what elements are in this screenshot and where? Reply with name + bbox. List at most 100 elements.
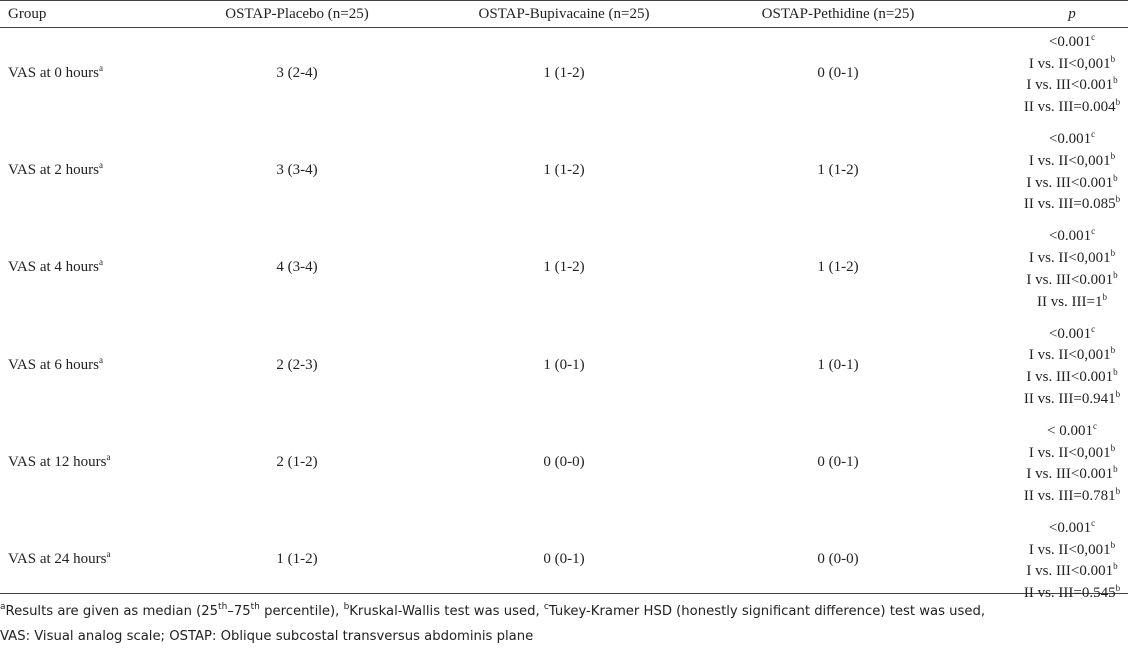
header-cell: OSTAP-Bupivacaine (n=25) [478, 6, 650, 22]
value-cell: 0 (0-0) [543, 453, 585, 470]
superscript: c [1091, 129, 1096, 140]
superscript: b [1113, 75, 1118, 86]
superscript: th [218, 602, 228, 612]
value-cell: 2 (1-2) [276, 453, 318, 470]
superscript: b [1113, 367, 1118, 377]
value-cell: 1 (1-2) [543, 259, 585, 276]
text-segment: VAS: Visual analog scale; OSTAP: Oblique… [0, 629, 534, 644]
text-segment: I vs. III<0.001 [1026, 563, 1114, 580]
superscript: b [1115, 194, 1121, 205]
p-value-line: I vs. II<0,001b [1012, 345, 1128, 365]
row-label: VAS at 2 hoursa [8, 160, 103, 180]
text-segment: II vs. III=0.545 [1023, 585, 1116, 602]
value-cell: 2 (2-3) [276, 356, 318, 373]
value-cell: 1 (1-2) [276, 551, 318, 567]
text-segment: VAS at 12 hours [8, 453, 107, 470]
text-segment: VAS at 24 hours [8, 551, 107, 567]
superscript: b [1115, 388, 1121, 399]
superscript: b [1113, 561, 1118, 572]
p-value-line: II vs. III=0.004b [1012, 97, 1128, 117]
p-value-line: II vs. III=0.781b [1012, 486, 1128, 506]
text-segment: VAS at 0 hours [8, 65, 99, 81]
p-value-line: I vs. III<0.001b [1012, 75, 1128, 95]
text-segment: II vs. III=0.085 [1023, 196, 1116, 213]
superscript: a [98, 354, 103, 365]
text-segment: I vs. III<0.001 [1026, 271, 1114, 288]
text-segment: I vs. II<0,001 [1028, 152, 1111, 169]
superscript: b [1113, 172, 1118, 183]
row-label: VAS at 4 hoursa [8, 257, 103, 277]
p-value-line: <0.001c [1012, 32, 1128, 52]
p-value-line: I vs. III<0.001b [1012, 367, 1128, 387]
p-value-line: II vs. III=0.085b [1012, 194, 1128, 214]
header-cell: OSTAP-Placebo (n=25) [225, 6, 369, 22]
text-segment: I vs. II<0,001 [1028, 541, 1111, 558]
footnote-line: aResults are given as median (25th–75th … [0, 603, 985, 621]
text-segment: I vs. II<0,001 [1028, 444, 1111, 461]
row-label: VAS at 0 hoursa [8, 63, 103, 83]
text-segment: –75 [227, 604, 251, 619]
value-cell: 1 (0-1) [817, 356, 859, 373]
text-segment: II vs. III=0.941 [1023, 390, 1116, 407]
text-segment: II vs. III=1 [1036, 293, 1103, 310]
text-segment: <0.001 [1048, 34, 1092, 50]
p-value-line: I vs. III<0.001b [1012, 561, 1128, 581]
value-cell: 1 (1-2) [817, 162, 859, 179]
text-segment: Kruskal-Wallis test was used, [349, 604, 544, 619]
text-segment: II vs. III=0.004 [1023, 99, 1116, 116]
superscript: c [1091, 32, 1096, 42]
p-value-line: <0.001c [1012, 518, 1128, 538]
value-cell: 1 (0-1) [543, 356, 585, 373]
p-value-line: I vs. III<0.001b [1012, 270, 1128, 290]
p-value-line: I vs. II<0,001b [1012, 151, 1128, 171]
superscript: b [1102, 291, 1108, 302]
p-value-line: I vs. II<0,001b [1012, 443, 1128, 463]
p-value-line: <0.001c [1012, 129, 1128, 149]
p-value-line: < 0.001c [1012, 421, 1128, 441]
superscript: a [98, 257, 103, 268]
superscript: th [250, 602, 260, 612]
row-label: VAS at 12 hoursa [8, 452, 110, 472]
superscript: b [1110, 248, 1116, 259]
text-segment: VAS at 6 hours [8, 356, 99, 373]
value-cell: 4 (3-4) [276, 259, 318, 276]
superscript: b [1110, 345, 1116, 356]
superscript: a [98, 160, 103, 171]
p-value-line: I vs. III<0.001b [1012, 464, 1128, 484]
text-segment: I vs. II<0,001 [1028, 55, 1111, 72]
p-value-line: I vs. II<0,001b [1012, 248, 1128, 268]
superscript: a [106, 549, 111, 559]
text-segment: VAS at 4 hours [8, 259, 99, 276]
superscript: b [1115, 485, 1121, 496]
value-cell: 1 (1-2) [817, 259, 859, 276]
p-value-line: I vs. II<0,001b [1012, 540, 1128, 560]
bottom-rule [0, 593, 1128, 594]
text-segment: I vs. II<0,001 [1028, 347, 1111, 364]
superscript: b [1113, 464, 1118, 475]
row-label: VAS at 6 hoursa [8, 355, 103, 375]
text-segment: percentile), [259, 604, 344, 619]
superscript: b [1110, 150, 1116, 161]
p-value-line: II vs. III=0.545b [1012, 583, 1128, 603]
text-segment: <0.001 [1048, 325, 1092, 342]
text-segment: I vs. III<0.001 [1026, 77, 1114, 94]
row-label: VAS at 24 hoursa [8, 549, 110, 569]
value-cell: 1 (1-2) [543, 65, 585, 81]
header-cell: Group [8, 6, 47, 22]
value-cell: 0 (0-0) [817, 551, 859, 567]
text-segment: I vs. III<0.001 [1026, 369, 1114, 385]
superscript: b [1115, 97, 1121, 108]
text-segment: Results are given as median (25 [5, 604, 219, 619]
text-segment: <0.001 [1048, 228, 1092, 245]
header-cell: p [1068, 6, 1076, 22]
value-cell: 0 (0-1) [543, 551, 585, 567]
superscript: b [1115, 583, 1121, 594]
superscript: a [0, 602, 6, 612]
superscript: c [1091, 518, 1096, 528]
p-value-line: <0.001c [1012, 324, 1128, 344]
superscript: a [98, 63, 103, 73]
text-segment: I vs. III<0.001 [1026, 174, 1114, 191]
text-segment: VAS at 2 hours [8, 162, 99, 179]
text-segment: <0.001 [1048, 131, 1092, 148]
